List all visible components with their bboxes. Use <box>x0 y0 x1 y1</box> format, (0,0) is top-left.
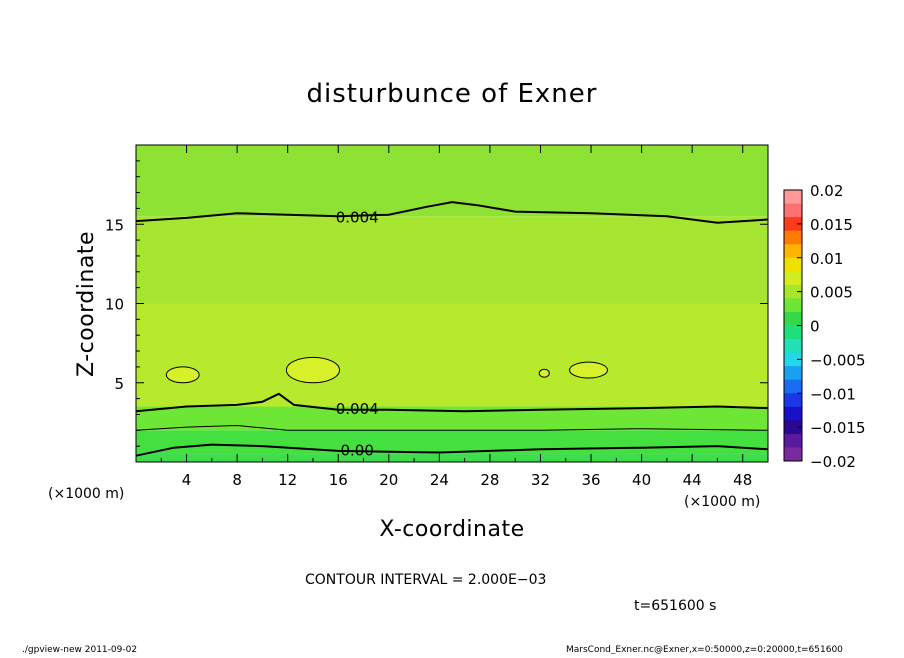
contour-line-mid <box>135 424 769 431</box>
contour-blob-0 <box>165 366 200 384</box>
y-tick-label-5: 5 <box>114 375 124 393</box>
footer-left-note: ./gpview-new 2011-09-02 <box>22 645 137 654</box>
footer-right-note: MarsCond_Exner.nc@Exner,x=0:50000,z=0:20… <box>566 645 843 654</box>
colorbar-cell-19 <box>784 447 802 462</box>
colorbar-cell-5 <box>784 257 802 272</box>
colorbar-tick-label-5: −0.005 <box>810 351 866 369</box>
x-tick-label-44: 44 <box>683 471 702 489</box>
x-unit-left: (×1000 m) <box>48 486 124 502</box>
filled-band-0 <box>136 454 768 462</box>
x-tick-label-40: 40 <box>632 471 651 489</box>
y-tick-label-15: 15 <box>105 216 124 234</box>
colorbar-cell-0 <box>784 190 802 205</box>
x-axis-title: X-coordinate <box>379 517 524 542</box>
colorbar-cell-7 <box>784 284 802 299</box>
time-label: t=651600 s <box>634 598 716 614</box>
colorbar-tick-label-3: 0.005 <box>810 284 853 302</box>
contour-line-zero <box>135 443 769 457</box>
colorbar-cell-2 <box>784 217 802 232</box>
x-unit-right: (×1000 m) <box>684 494 760 510</box>
contour-blob-3 <box>538 368 550 378</box>
contour-interval: CONTOUR INTERVAL = 2.000E−03 <box>305 572 546 588</box>
colorbar-tick-label-0: 0.02 <box>810 182 843 200</box>
colorbar: 0.02 0.015 0.01 0.005 0 −0.005 −0.01 −0.015 −0.0… <box>783 182 866 471</box>
colorbar-cell-6 <box>784 271 802 286</box>
x-tick-label-36: 36 <box>581 471 600 489</box>
colorbar-cell-4 <box>784 244 802 259</box>
colorbar-cell-11 <box>784 339 802 354</box>
colorbar-cell-17 <box>784 420 802 435</box>
filled-band-5 <box>136 145 768 217</box>
filled-band-1 <box>136 430 768 455</box>
y-tick-label-10: 10 <box>105 296 124 314</box>
contour-label-1: 0.004 <box>336 400 379 418</box>
x-tick-label-16: 16 <box>329 471 348 489</box>
colorbar-cell-10 <box>784 325 802 340</box>
x-tick-label-20: 20 <box>379 471 398 489</box>
colorbar-cell-18 <box>784 433 802 448</box>
colorbar-cell-14 <box>784 379 802 394</box>
colorbar-cell-3 <box>784 230 802 245</box>
colorbar-tick-label-7: −0.015 <box>810 419 866 437</box>
x-tick-label-8: 8 <box>232 471 242 489</box>
chart-title: disturbunce of Exner <box>307 79 598 109</box>
y-axis-title: Z-coordinate <box>74 231 99 377</box>
colorbar-cell-8 <box>784 298 802 313</box>
contour-blob-2 <box>569 361 608 379</box>
filled-band-2 <box>136 406 768 431</box>
contour-blob-1 <box>285 356 341 384</box>
colorbar-cell-13 <box>784 366 802 381</box>
colorbar-tick-label-1: 0.015 <box>810 216 853 234</box>
x-tick-label-12: 12 <box>278 471 297 489</box>
colorbar-cell-15 <box>784 393 802 408</box>
contour-line-lower <box>135 392 769 413</box>
x-tick-label-28: 28 <box>480 471 499 489</box>
colorbar-cell-9 <box>784 311 802 326</box>
colorbar-tick-label-4: 0 <box>810 318 820 336</box>
colorbar-tick-label-8: −0.02 <box>810 453 856 471</box>
x-tick-label-32: 32 <box>531 471 550 489</box>
contour-label-2: 0.00 <box>340 441 373 459</box>
x-tick-label-24: 24 <box>430 471 449 489</box>
colorbar-cell-16 <box>784 406 802 421</box>
x-tick-label-4: 4 <box>182 471 192 489</box>
contour-line-upper <box>135 201 769 224</box>
colorbar-cell-12 <box>784 352 802 367</box>
x-tick-label-48: 48 <box>733 471 752 489</box>
colorbar-tick-label-6: −0.01 <box>810 385 856 403</box>
filled-band-4 <box>136 216 768 304</box>
contour-label-0: 0.004 <box>336 208 379 226</box>
filled-band-3 <box>136 303 768 407</box>
colorbar-cell-1 <box>784 203 802 218</box>
colorbar-tick-label-2: 0.01 <box>810 250 843 268</box>
